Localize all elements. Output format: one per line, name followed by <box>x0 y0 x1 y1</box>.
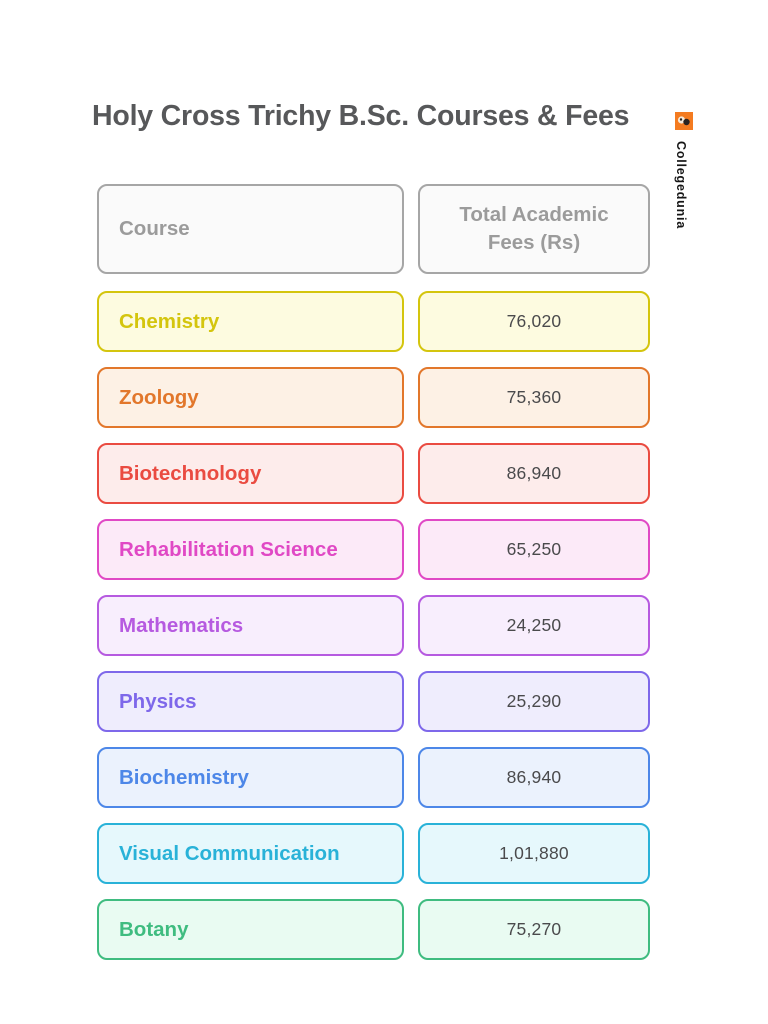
course-cell: Chemistry <box>97 291 404 352</box>
course-cell: Botany <box>97 899 404 960</box>
course-cell: Mathematics <box>97 595 404 656</box>
fee-cell: 75,270 <box>418 899 650 960</box>
table-row: Chemistry 76,020 <box>97 291 650 352</box>
course-cell: Zoology <box>97 367 404 428</box>
table-row: Physics 25,290 <box>97 671 650 732</box>
table-row: Biochemistry 86,940 <box>97 747 650 808</box>
collegedunia-logo-text: Collegedunia <box>674 141 688 230</box>
fee-cell: 1,01,880 <box>418 823 650 884</box>
course-cell: Rehabilitation Science <box>97 519 404 580</box>
course-cell: Physics <box>97 671 404 732</box>
course-cell: Biotechnology <box>97 443 404 504</box>
table-row: Rehabilitation Science 65,250 <box>97 519 650 580</box>
fee-cell: 86,940 <box>418 443 650 504</box>
fee-cell: 24,250 <box>418 595 650 656</box>
collegedunia-watermark: Collegedunia <box>668 112 694 229</box>
fee-cell: 86,940 <box>418 747 650 808</box>
table-row: Biotechnology 86,940 <box>97 443 650 504</box>
course-cell: Visual Communication <box>97 823 404 884</box>
fee-cell: 25,290 <box>418 671 650 732</box>
course-cell: Biochemistry <box>97 747 404 808</box>
page-title: Holy Cross Trichy B.Sc. Courses & Fees <box>92 100 630 132</box>
table-row: Botany 75,270 <box>97 899 650 960</box>
collegedunia-logo-icon <box>675 112 693 130</box>
table-row: Mathematics 24,250 <box>97 595 650 656</box>
table-body: Chemistry 76,020 Zoology 75,360 Biotechnolog… <box>97 291 650 960</box>
header-course: Course <box>97 184 404 274</box>
courses-fees-table: Course Total Academic Fees (Rs) Chemistr… <box>97 184 650 960</box>
fee-cell: 65,250 <box>418 519 650 580</box>
fee-cell: 76,020 <box>418 291 650 352</box>
table-header-row: Course Total Academic Fees (Rs) <box>97 184 650 274</box>
table-row: Visual Communication 1,01,880 <box>97 823 650 884</box>
header-fees: Total Academic Fees (Rs) <box>418 184 650 274</box>
fee-cell: 75,360 <box>418 367 650 428</box>
table-row: Zoology 75,360 <box>97 367 650 428</box>
